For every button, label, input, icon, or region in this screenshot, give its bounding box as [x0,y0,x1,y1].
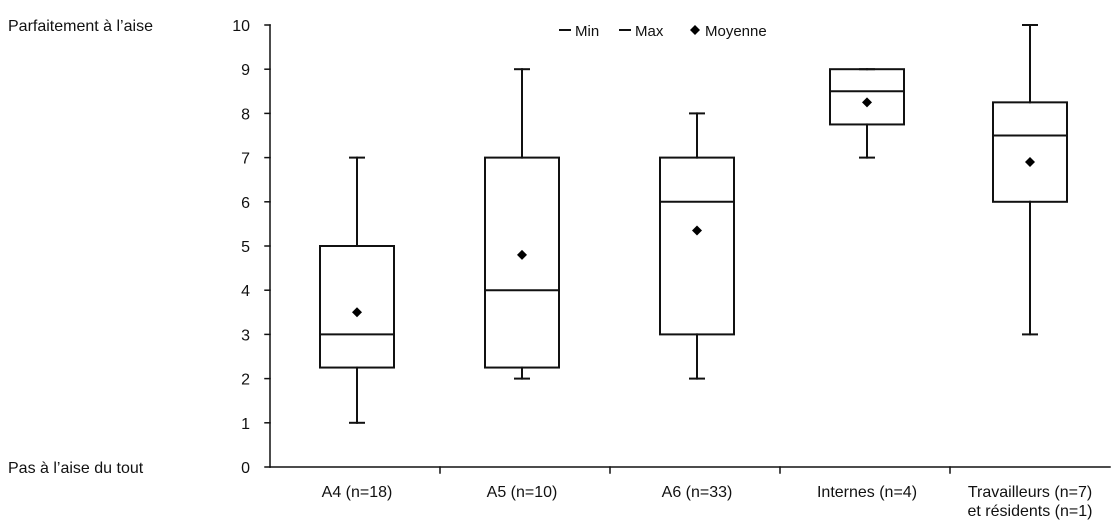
interquartile-box [992,101,1068,203]
y-tick-label: 10 [232,18,250,35]
mean-marker [1025,157,1035,168]
y-anchor-label-bottom: Pas à l’aise du tout [8,460,144,477]
legend-item: Max [619,23,664,40]
y-tick-label: 8 [241,106,250,123]
box-plot-group [319,156,395,424]
y-tick-label: 3 [241,327,250,344]
interquartile-box [319,245,395,369]
box-layer [319,24,1068,424]
axis-layer: 0 1 2 3 4 5 6 7 8 9 10 [232,18,1111,477]
mean-marker [862,97,872,108]
legend-item: Moyenne [690,23,767,40]
legend-label: Max [635,23,664,40]
mean-marker [517,249,527,260]
label-layer: Parfaitement à l’aise Pas à l’aise du tou… [8,18,1092,520]
interquartile-box [484,156,560,369]
y-tick-label: 0 [241,460,250,477]
y-tick-label: 4 [241,283,250,300]
mean-legend-marker [690,25,700,35]
legend-label: Moyenne [705,23,767,40]
x-category-label: A6 (n=33) [662,484,733,501]
box-plot-group [484,68,560,380]
box-plot-group [659,112,735,380]
y-tick-label: 1 [241,416,250,433]
box-plot-group [992,24,1068,336]
x-category-label: et résidents (n=1) [968,503,1093,520]
interquartile-box [659,156,735,336]
mean-marker [692,225,702,236]
y-tick-label: 9 [241,62,250,79]
box-plot-group [829,68,905,159]
y-tick-label: 6 [241,195,250,212]
mean-marker [352,307,362,318]
interquartile-box [829,68,905,126]
x-category-label: A4 (n=18) [322,484,393,501]
x-category-label: Travailleurs (n=7) [968,484,1092,501]
y-tick-label: 5 [241,239,250,256]
y-tick-label: 7 [241,151,250,168]
y-anchor-label-top: Parfaitement à l’aise [8,18,153,35]
x-category-label: A5 (n=10) [487,484,558,501]
x-category-label: Internes (n=4) [817,484,917,501]
legend-label: Min [575,23,599,40]
y-tick-label: 2 [241,372,250,389]
legend-item: Min [559,23,599,40]
legend: Min Max Moyenne [559,23,767,40]
